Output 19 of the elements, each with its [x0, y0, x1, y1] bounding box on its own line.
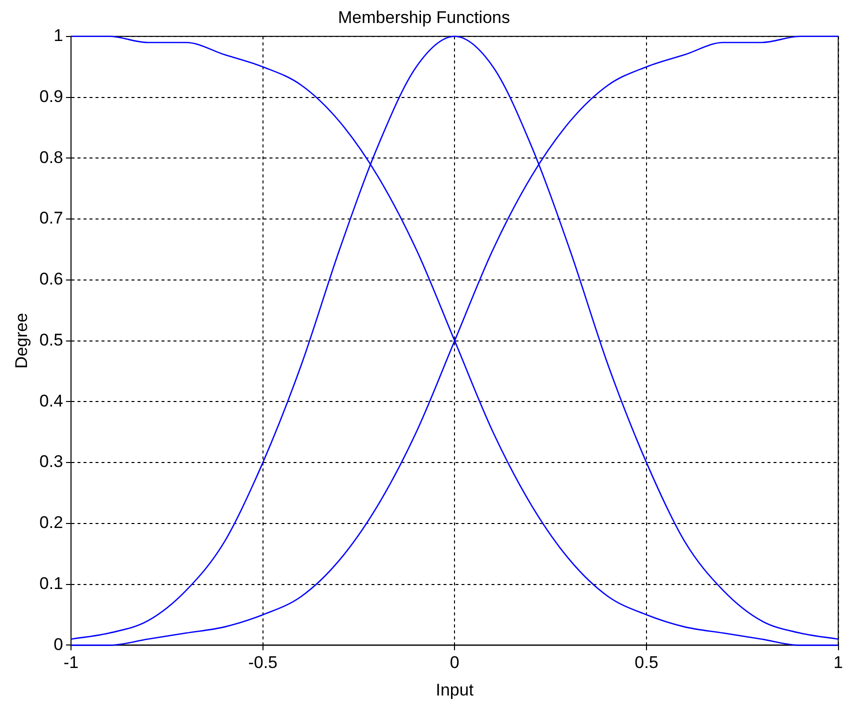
- x-tick-label: 0.5: [634, 653, 658, 672]
- y-tick-label: 0.2: [39, 513, 64, 532]
- y-tick-label: 0.6: [39, 270, 64, 289]
- x-tick-label: 0: [450, 653, 460, 672]
- chart-title: Membership Functions: [338, 8, 510, 27]
- y-tick-label: 0.4: [39, 391, 64, 410]
- y-tick-label: 0: [54, 634, 64, 654]
- y-axis-title: Degree: [12, 312, 31, 369]
- x-axis-title: Input: [436, 680, 474, 700]
- x-tick-label: -1: [63, 653, 79, 672]
- y-tick-label: 0.5: [39, 330, 64, 350]
- y-tick-label: 1: [54, 26, 64, 46]
- x-tick-label: 1: [834, 653, 844, 672]
- y-tick-label: 0.3: [39, 452, 64, 472]
- y-tick-label: 0.7: [39, 208, 64, 228]
- x-tick-label: -0.5: [248, 653, 278, 672]
- y-tick-label: 0.8: [39, 148, 64, 167]
- y-tick-label: 0.9: [39, 86, 64, 106]
- y-tick-label: 0.1: [39, 574, 64, 594]
